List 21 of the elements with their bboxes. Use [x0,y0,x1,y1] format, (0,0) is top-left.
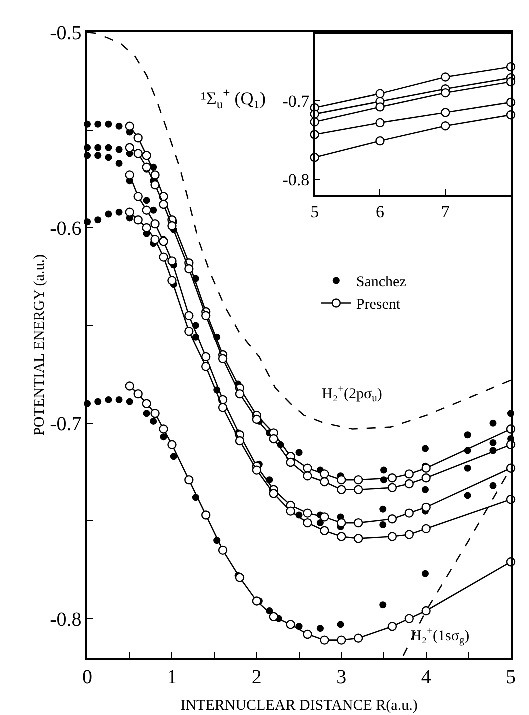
x-tick-label: 6 [376,202,384,222]
x-tick-label: 7 [441,202,450,222]
legend-label: Sanchez [356,274,407,291]
x-tick-label: 3 [336,666,347,689]
text: ¹Σ$_{u}$$^{+}$ (Q₁) [201,86,266,112]
x-tick-label: 1 [167,666,178,689]
annotation: H₂$^{+}$(2pσ$_{u}$) [322,384,382,404]
x-tick-label: 5 [310,202,320,222]
y-tick-label: -0.6 [50,218,82,240]
x-tick-label: 4 [421,666,432,689]
y-tick-label: -0.8 [282,170,310,190]
y-axis-title: POTENTIAL ENERGY (a.u.) [32,254,48,436]
x-tick-label: 0 [82,666,93,689]
y-tick-label: -0.7 [50,413,82,436]
legend-label: Present [356,297,402,314]
x-axis-title: INTERNUCLEAR DISTANCE R(a.u.) [180,698,418,714]
x-tick-label: 2 [252,666,262,689]
y-tick-label: -0.8 [50,608,82,631]
x-tick-label: 5 [506,666,516,689]
y-tick-label: -0.5 [50,22,82,45]
y-tick-label: -0.7 [282,92,310,111]
